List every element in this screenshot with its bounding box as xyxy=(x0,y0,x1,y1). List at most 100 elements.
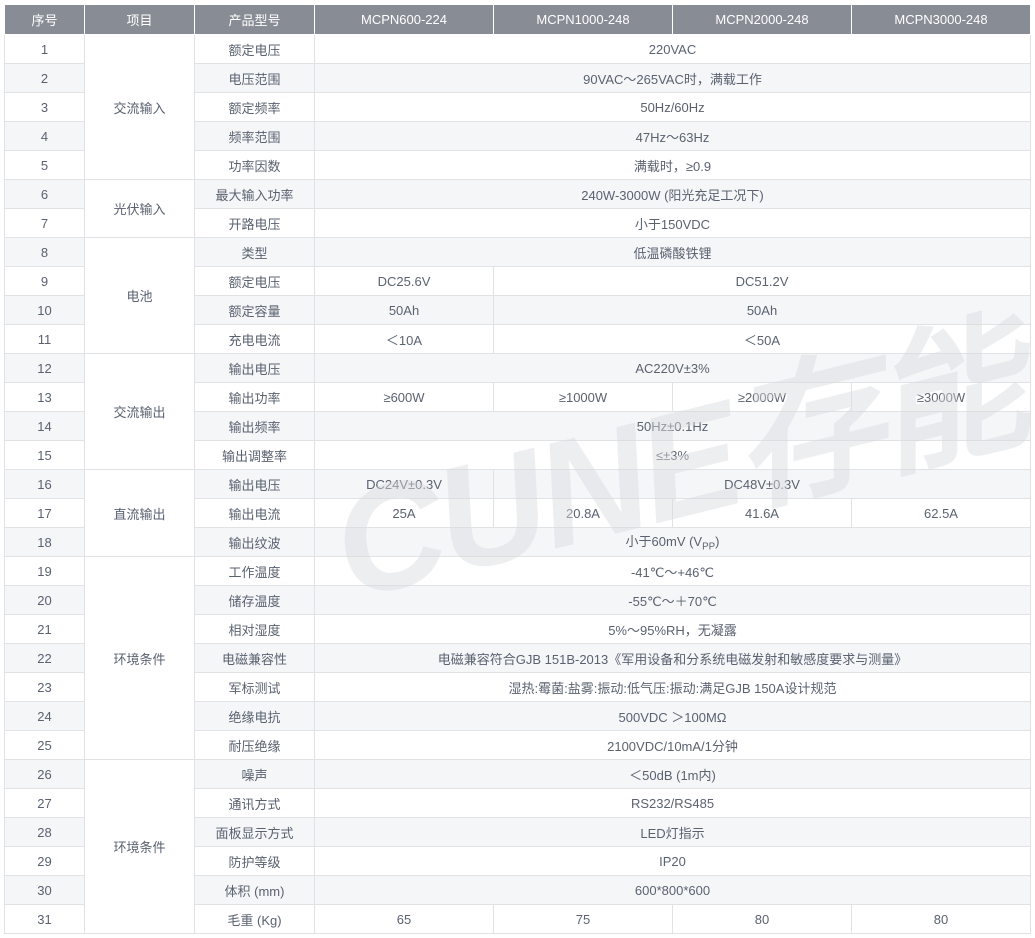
cell-param: 面板显示方式 xyxy=(195,818,315,847)
cell-value: AC220V±3% xyxy=(315,354,1031,383)
cell-seq: 5 xyxy=(5,151,85,180)
cell-seq: 17 xyxy=(5,499,85,528)
header-model-1: MCPN1000-248 xyxy=(494,5,673,35)
cell-value: ＜10A xyxy=(315,325,494,354)
cell-seq: 10 xyxy=(5,296,85,325)
cell-param: 防护等级 xyxy=(195,847,315,876)
cell-param: 开路电压 xyxy=(195,209,315,238)
cell-param: 输出电压 xyxy=(195,354,315,383)
spec-table: 序号 项目 产品型号 MCPN600-224 MCPN1000-248 MCPN… xyxy=(4,4,1031,934)
cell-value: -55℃～＋70℃ xyxy=(315,586,1031,615)
cell-param: 相对湿度 xyxy=(195,615,315,644)
cell-seq: 3 xyxy=(5,93,85,122)
cell-seq: 18 xyxy=(5,528,85,557)
cell-seq: 8 xyxy=(5,238,85,267)
cell-value: 65 xyxy=(315,905,494,934)
cell-value: 低温磷酸铁锂 xyxy=(315,238,1031,267)
cell-seq: 23 xyxy=(5,673,85,702)
cell-param: 最大输入功率 xyxy=(195,180,315,209)
cell-value: DC51.2V xyxy=(494,267,1031,296)
cell-value: 50Ah xyxy=(494,296,1031,325)
cell-param: 通讯方式 xyxy=(195,789,315,818)
table-body: 1交流输入额定电压220VAC2电压范围90VAC～265VAC时，满载工作3额… xyxy=(5,35,1031,934)
cell-param: 电压范围 xyxy=(195,64,315,93)
cell-seq: 16 xyxy=(5,470,85,499)
cell-param: 输出电压 xyxy=(195,470,315,499)
cell-value: DC25.6V xyxy=(315,267,494,296)
cell-value: LED灯指示 xyxy=(315,818,1031,847)
cell-value: 25A xyxy=(315,499,494,528)
cell-value: 20.8A xyxy=(494,499,673,528)
cell-value: ≥2000W xyxy=(673,383,852,412)
cell-value: 5%～95%RH，无凝露 xyxy=(315,615,1031,644)
cell-value: 500VDC ＞100MΩ xyxy=(315,702,1031,731)
cell-value: ≤±3% xyxy=(315,441,1031,470)
cell-param: 输出功率 xyxy=(195,383,315,412)
header-model-3: MCPN3000-248 xyxy=(852,5,1031,35)
cell-seq: 20 xyxy=(5,586,85,615)
cell-seq: 15 xyxy=(5,441,85,470)
cell-value: 240W-3000W (阳光充足工况下) xyxy=(315,180,1031,209)
cell-param: 储存温度 xyxy=(195,586,315,615)
cell-param: 输出频率 xyxy=(195,412,315,441)
cell-param: 体积 (mm) xyxy=(195,876,315,905)
cell-value: 50Hz±0.1Hz xyxy=(315,412,1031,441)
cell-param: 输出纹波 xyxy=(195,528,315,557)
cell-seq: 19 xyxy=(5,557,85,586)
cell-value: DC48V±0.3V xyxy=(494,470,1031,499)
cell-param: 绝缘电抗 xyxy=(195,702,315,731)
table-head: 序号 项目 产品型号 MCPN600-224 MCPN1000-248 MCPN… xyxy=(5,5,1031,35)
cell-seq: 2 xyxy=(5,64,85,93)
header-param: 产品型号 xyxy=(195,5,315,35)
cell-category: 直流输出 xyxy=(85,470,195,557)
cell-seq: 24 xyxy=(5,702,85,731)
cell-value: 50Hz/60Hz xyxy=(315,93,1031,122)
cell-value: 满载时，≥0.9 xyxy=(315,151,1031,180)
cell-param: 电磁兼容性 xyxy=(195,644,315,673)
table-row: 8电池类型低温磷酸铁锂 xyxy=(5,238,1031,267)
cell-value: 80 xyxy=(852,905,1031,934)
cell-value: DC24V±0.3V xyxy=(315,470,494,499)
cell-value: 2100VDC/10mA/1分钟 xyxy=(315,731,1031,760)
cell-param: 噪声 xyxy=(195,760,315,789)
cell-param: 输出调整率 xyxy=(195,441,315,470)
cell-value: ＜50dB (1m内) xyxy=(315,760,1031,789)
table-row: 26环境条件噪声＜50dB (1m内) xyxy=(5,760,1031,789)
cell-value: 62.5A xyxy=(852,499,1031,528)
cell-seq: 30 xyxy=(5,876,85,905)
cell-seq: 1 xyxy=(5,35,85,64)
cell-value: 41.6A xyxy=(673,499,852,528)
cell-seq: 27 xyxy=(5,789,85,818)
header-seq: 序号 xyxy=(5,5,85,35)
cell-value: 75 xyxy=(494,905,673,934)
cell-param: 类型 xyxy=(195,238,315,267)
cell-value: RS232/RS485 xyxy=(315,789,1031,818)
cell-seq: 11 xyxy=(5,325,85,354)
cell-value: 小于60mV (VPP) xyxy=(315,528,1031,557)
cell-value: 电磁兼容符合GJB 151B-2013《军用设备和分系统电磁发射和敏感度要求与测… xyxy=(315,644,1031,673)
cell-category: 光伏输入 xyxy=(85,180,195,238)
cell-value: 80 xyxy=(673,905,852,934)
cell-param: 毛重 (Kg) xyxy=(195,905,315,934)
cell-seq: 29 xyxy=(5,847,85,876)
cell-seq: 26 xyxy=(5,760,85,789)
cell-value: 220VAC xyxy=(315,35,1031,64)
cell-seq: 25 xyxy=(5,731,85,760)
header-model-2: MCPN2000-248 xyxy=(673,5,852,35)
cell-seq: 13 xyxy=(5,383,85,412)
cell-param: 耐压绝缘 xyxy=(195,731,315,760)
cell-value: IP20 xyxy=(315,847,1031,876)
cell-param: 额定容量 xyxy=(195,296,315,325)
cell-seq: 21 xyxy=(5,615,85,644)
cell-param: 频率范围 xyxy=(195,122,315,151)
cell-param: 充电电流 xyxy=(195,325,315,354)
cell-param: 军标测试 xyxy=(195,673,315,702)
cell-param: 额定电压 xyxy=(195,267,315,296)
cell-seq: 4 xyxy=(5,122,85,151)
cell-param: 额定频率 xyxy=(195,93,315,122)
cell-seq: 31 xyxy=(5,905,85,934)
table-row: 12交流输出输出电压AC220V±3% xyxy=(5,354,1031,383)
table-row: 6光伏输入最大输入功率240W-3000W (阳光充足工况下) xyxy=(5,180,1031,209)
cell-value: -41℃～+46℃ xyxy=(315,557,1031,586)
cell-param: 功率因数 xyxy=(195,151,315,180)
